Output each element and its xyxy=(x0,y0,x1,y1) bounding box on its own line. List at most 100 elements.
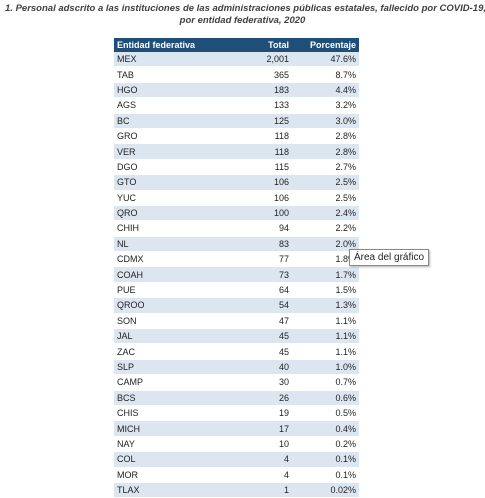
table-cell: ZAC xyxy=(114,343,250,360)
table-row: QROO 54 1.3% xyxy=(114,297,359,314)
table-cell: TAB xyxy=(114,66,250,83)
table-row: AGS 133 3.2% xyxy=(114,97,359,114)
table-row: TAB 365 8.7% xyxy=(114,66,359,83)
table-cell: 100 xyxy=(250,205,292,222)
table-cell: CDMX xyxy=(114,251,250,268)
table-cell: COL xyxy=(114,451,250,468)
table-cell: MICH xyxy=(114,420,250,437)
table-cell: COAH xyxy=(114,266,250,283)
table-cell: 106 xyxy=(250,174,292,191)
table-row: MOR 4 0.1% xyxy=(114,467,359,483)
table-row: CHIS 19 0.5% xyxy=(114,405,359,422)
table-cell: 64 xyxy=(250,282,292,299)
table-body: MEX 2,001 47.6% TAB 365 8.7% HGO 183 4.4% AGS 133 3… xyxy=(114,52,359,498)
table-cell: MOR xyxy=(114,467,250,483)
table-row: ZAC 45 1.1% xyxy=(114,343,359,360)
column-header: Entidad federativa xyxy=(114,38,250,52)
table-cell: 54 xyxy=(250,297,292,314)
table-cell: 1.1% xyxy=(292,343,359,360)
table-row: GTO 106 2.5% xyxy=(114,174,359,191)
table-cell: 4 xyxy=(250,467,292,483)
table-cell: QROO xyxy=(114,297,250,314)
title-line: por entidad federativa, 2020 xyxy=(179,15,306,26)
tooltip: Área del gráfico xyxy=(349,249,430,266)
table-cell: 0.4% xyxy=(292,420,359,437)
table-cell: 47 xyxy=(250,313,292,330)
table-cell: 8.7% xyxy=(292,66,359,83)
table-row: VER 118 2.8% xyxy=(114,143,359,160)
table-row: MICH 17 0.4% xyxy=(114,420,359,437)
table-cell: 2.4% xyxy=(292,205,359,222)
table-cell: 2.2% xyxy=(292,220,359,237)
table-cell: 0.6% xyxy=(292,390,359,406)
data-table: Entidad federativa Total Porcentaje MEX 2,0… xyxy=(114,38,359,498)
table-cell: 1.7% xyxy=(292,266,359,283)
table-row: MEX 2,001 47.6% xyxy=(114,52,359,68)
table-row: COAH 73 1.7% xyxy=(114,266,359,283)
table-cell: 118 xyxy=(250,143,292,160)
table-cell: CAMP xyxy=(114,374,250,391)
table-cell: 0.7% xyxy=(292,374,359,391)
table-cell: CHIH xyxy=(114,220,250,237)
table-cell: HGO xyxy=(114,82,250,99)
table-row: NL 83 2.0% xyxy=(114,236,359,253)
table-cell: 2.8% xyxy=(292,143,359,160)
table-cell: 125 xyxy=(250,113,292,129)
table-cell: 1.3% xyxy=(292,297,359,314)
table-cell: BC xyxy=(114,113,250,129)
table-row: CHIH 94 2.2% xyxy=(114,220,359,237)
table-cell: 3.2% xyxy=(292,97,359,114)
table-cell: 1.0% xyxy=(292,359,359,376)
header-row: Entidad federativa Total Porcentaje xyxy=(114,38,359,52)
table-row: BC 125 3.0% xyxy=(114,113,359,129)
table-cell: 19 xyxy=(250,405,292,422)
table-cell: YUC xyxy=(114,190,250,206)
column-header: Porcentaje xyxy=(292,38,359,52)
table-cell: 4 xyxy=(250,451,292,468)
title-line: 1. Personal adscrito a las instituciones… xyxy=(5,3,485,14)
table-cell: 30 xyxy=(250,374,292,391)
table-cell: 133 xyxy=(250,97,292,114)
table-cell: 73 xyxy=(250,266,292,283)
table-cell: BCS xyxy=(114,390,250,406)
table-row: YUC 106 2.5% xyxy=(114,190,359,206)
table-cell: 1.8% xyxy=(292,251,359,268)
table-cell: SON xyxy=(114,313,250,330)
table-cell: AGS xyxy=(114,97,250,114)
table-cell: 1.1% xyxy=(292,328,359,345)
table-cell: 2.0% xyxy=(292,236,359,253)
table-cell: 17 xyxy=(250,420,292,437)
column-header: Total xyxy=(250,38,292,52)
table-cell: 106 xyxy=(250,190,292,206)
table-cell: NL xyxy=(114,236,250,253)
table-cell: 10 xyxy=(250,436,292,453)
table-row: CDMX 77 1.8% xyxy=(114,251,359,268)
table-row: BCS 26 0.6% xyxy=(114,390,359,406)
table-row: PUE 64 1.5% xyxy=(114,282,359,299)
table-cell: 2.5% xyxy=(292,174,359,191)
table-row: SON 47 1.1% xyxy=(114,313,359,330)
table-cell: QRO xyxy=(114,205,250,222)
table-cell: 2.5% xyxy=(292,190,359,206)
table-cell: CHIS xyxy=(114,405,250,422)
table-row: HGO 183 4.4% xyxy=(114,82,359,99)
table-cell: 45 xyxy=(250,343,292,360)
table-cell: VER xyxy=(114,143,250,160)
table-cell: NAY xyxy=(114,436,250,453)
table-cell: MEX xyxy=(114,52,250,68)
table-cell: 1.1% xyxy=(292,313,359,330)
table-cell: 115 xyxy=(250,159,292,176)
table-cell: 2,001 xyxy=(250,52,292,68)
table-row: SLP 40 1.0% xyxy=(114,359,359,376)
table-cell: 4.4% xyxy=(292,82,359,99)
table-cell: 40 xyxy=(250,359,292,376)
table-cell: 1.5% xyxy=(292,282,359,299)
table-cell: 0.2% xyxy=(292,436,359,453)
table-cell: DGO xyxy=(114,159,250,176)
table-cell: 118 xyxy=(250,128,292,145)
table-cell: 0.1% xyxy=(292,451,359,468)
table-row: COL 4 0.1% xyxy=(114,451,359,468)
table-row: QRO 100 2.4% xyxy=(114,205,359,222)
table-cell: 2.7% xyxy=(292,159,359,176)
table-row: CAMP 30 0.7% xyxy=(114,374,359,391)
